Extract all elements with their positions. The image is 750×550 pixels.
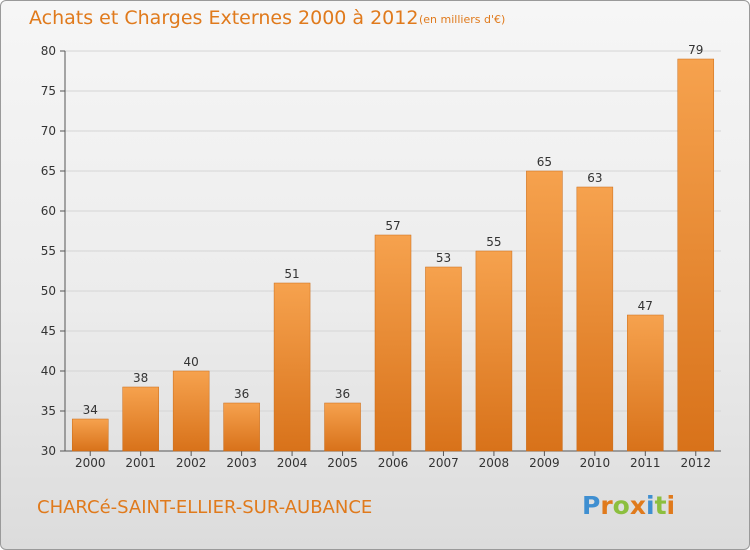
data-label: 63 [587,171,602,185]
x-tick-label: 2011 [630,456,661,470]
bar [71,418,109,452]
data-label: 38 [133,371,148,385]
y-tick-label: 60 [41,204,56,218]
bar [172,370,210,452]
x-tick-label: 2002 [176,456,207,470]
x-tick-label: 2000 [75,456,106,470]
y-tick-label: 75 [41,84,56,98]
x-tick-label: 2009 [529,456,560,470]
bar [627,314,664,452]
commune-name: CHARCé-SAINT-ELLIER-SUR-AUBANCE [37,497,373,518]
data-label: 36 [234,387,249,401]
logo-letter: t [654,491,667,520]
logo-letter: P [582,491,601,520]
x-tick-label: 2006 [378,456,409,470]
y-tick-label: 55 [41,244,56,258]
bar [677,58,715,452]
data-label: 53 [436,251,451,265]
x-tick-label: 2008 [479,456,510,470]
y-tick-label: 40 [41,364,56,378]
logo-letter: i [646,491,655,520]
chart-subtitle: (en milliers d'€) [419,13,506,26]
labels: 30 35 40 45 50 55 60 65 70 75 80 34 2000 38 2001 40 2002… [41,43,711,470]
logo-letter: i [666,491,676,520]
y-tick-label: 50 [41,284,56,298]
bar [425,266,462,452]
y-tick-label: 45 [41,324,56,338]
y-tick-label: 80 [41,44,56,58]
chart-title: Achats et Charges Externes 2000 à 2012 [29,7,419,29]
bar-chart: 30 35 40 45 50 55 60 65 70 75 80 34 2000 38 2001 40 2002… [41,43,721,470]
logo-letter: o [612,491,630,520]
bar [576,186,614,452]
bars [71,58,715,452]
x-tick-label: 2005 [327,456,358,470]
bar [223,402,260,452]
data-label: 65 [537,155,552,169]
bar [374,234,412,452]
y-tick-label: 70 [41,124,56,138]
x-tick-label: 2007 [428,456,459,470]
y-tick-label: 65 [41,164,56,178]
data-label: 51 [284,267,299,281]
y-tick-label: 30 [41,444,56,458]
x-tick-label: 2010 [580,456,611,470]
data-label: 40 [184,355,199,369]
logo-letter: x [629,491,646,520]
bar [475,250,513,452]
proxiti-logo: Proxiti [582,491,675,520]
logo-letter: r [600,491,613,520]
data-label: 47 [638,299,653,313]
data-label: 34 [83,403,98,417]
bar [526,170,563,452]
y-tick-label: 35 [41,404,56,418]
data-label: 79 [688,43,703,57]
x-tick-label: 2012 [680,456,711,470]
data-label: 55 [486,235,501,249]
x-tick-label: 2001 [125,456,156,470]
bar [122,386,159,452]
data-label: 36 [335,387,350,401]
bar [324,402,361,452]
x-tick-label: 2004 [277,456,308,470]
bar [273,282,311,452]
data-label: 57 [385,219,400,233]
x-tick-label: 2003 [226,456,257,470]
